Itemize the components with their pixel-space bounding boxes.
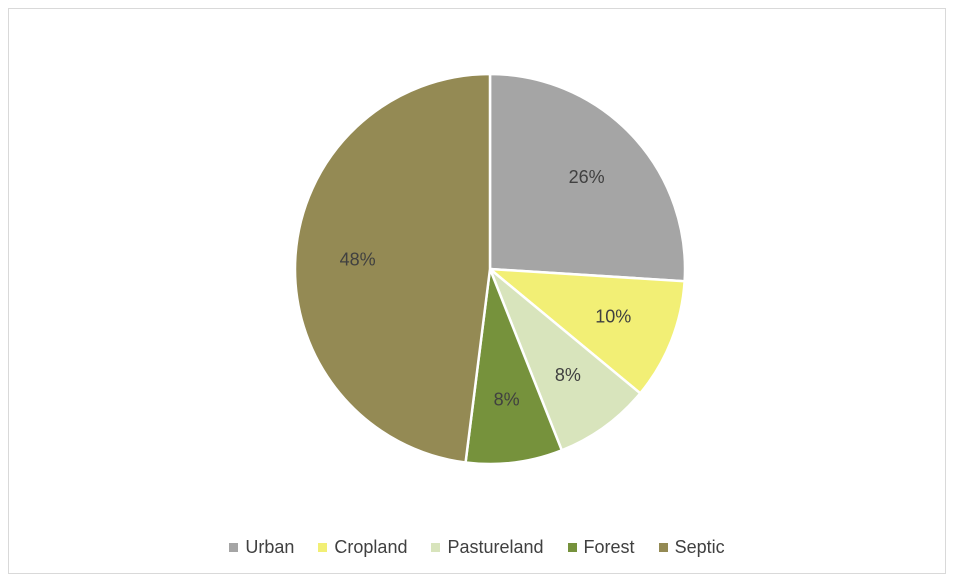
legend-item-pastureland: Pastureland <box>431 537 544 558</box>
pie-data-labels: 26% 10% 8% 8% 48% <box>340 167 632 409</box>
data-label-septic: 48% <box>340 249 376 269</box>
pie-slice-forest <box>464 268 564 466</box>
legend-swatch <box>431 543 441 552</box>
legend-swatch <box>229 543 239 552</box>
legend-item-forest: Forest <box>567 537 635 558</box>
legend-label: Septic <box>674 537 725 557</box>
data-label-urban: 26% <box>569 167 605 187</box>
legend-swatch <box>658 543 668 552</box>
pie-slice-pastureland <box>488 268 643 452</box>
pie-slice-cropland <box>486 267 686 396</box>
legend-item-urban: Urban <box>229 537 294 558</box>
pie-slice-urban <box>488 72 687 283</box>
data-label-forest: 8% <box>494 389 520 409</box>
legend-swatch <box>567 543 577 552</box>
legend-item-septic: Septic <box>658 537 725 558</box>
chart-area: 26% 10% 8% 8% 48% Urban Cropland Pastureland Fo… <box>8 8 946 574</box>
legend-label: Urban <box>245 537 295 557</box>
pie-slices <box>293 72 687 466</box>
pie-slice-septic <box>293 72 492 464</box>
legend-item-cropland: Cropland <box>318 537 407 558</box>
chart-legend: Urban Cropland Pastureland Forest Septic <box>9 537 945 558</box>
legend-label: Forest <box>583 537 635 557</box>
legend-label: Pastureland <box>447 537 544 557</box>
legend-swatch <box>318 543 328 552</box>
data-label-pastureland: 8% <box>555 365 581 385</box>
legend-label: Cropland <box>334 537 408 557</box>
data-label-cropland: 10% <box>595 307 631 327</box>
